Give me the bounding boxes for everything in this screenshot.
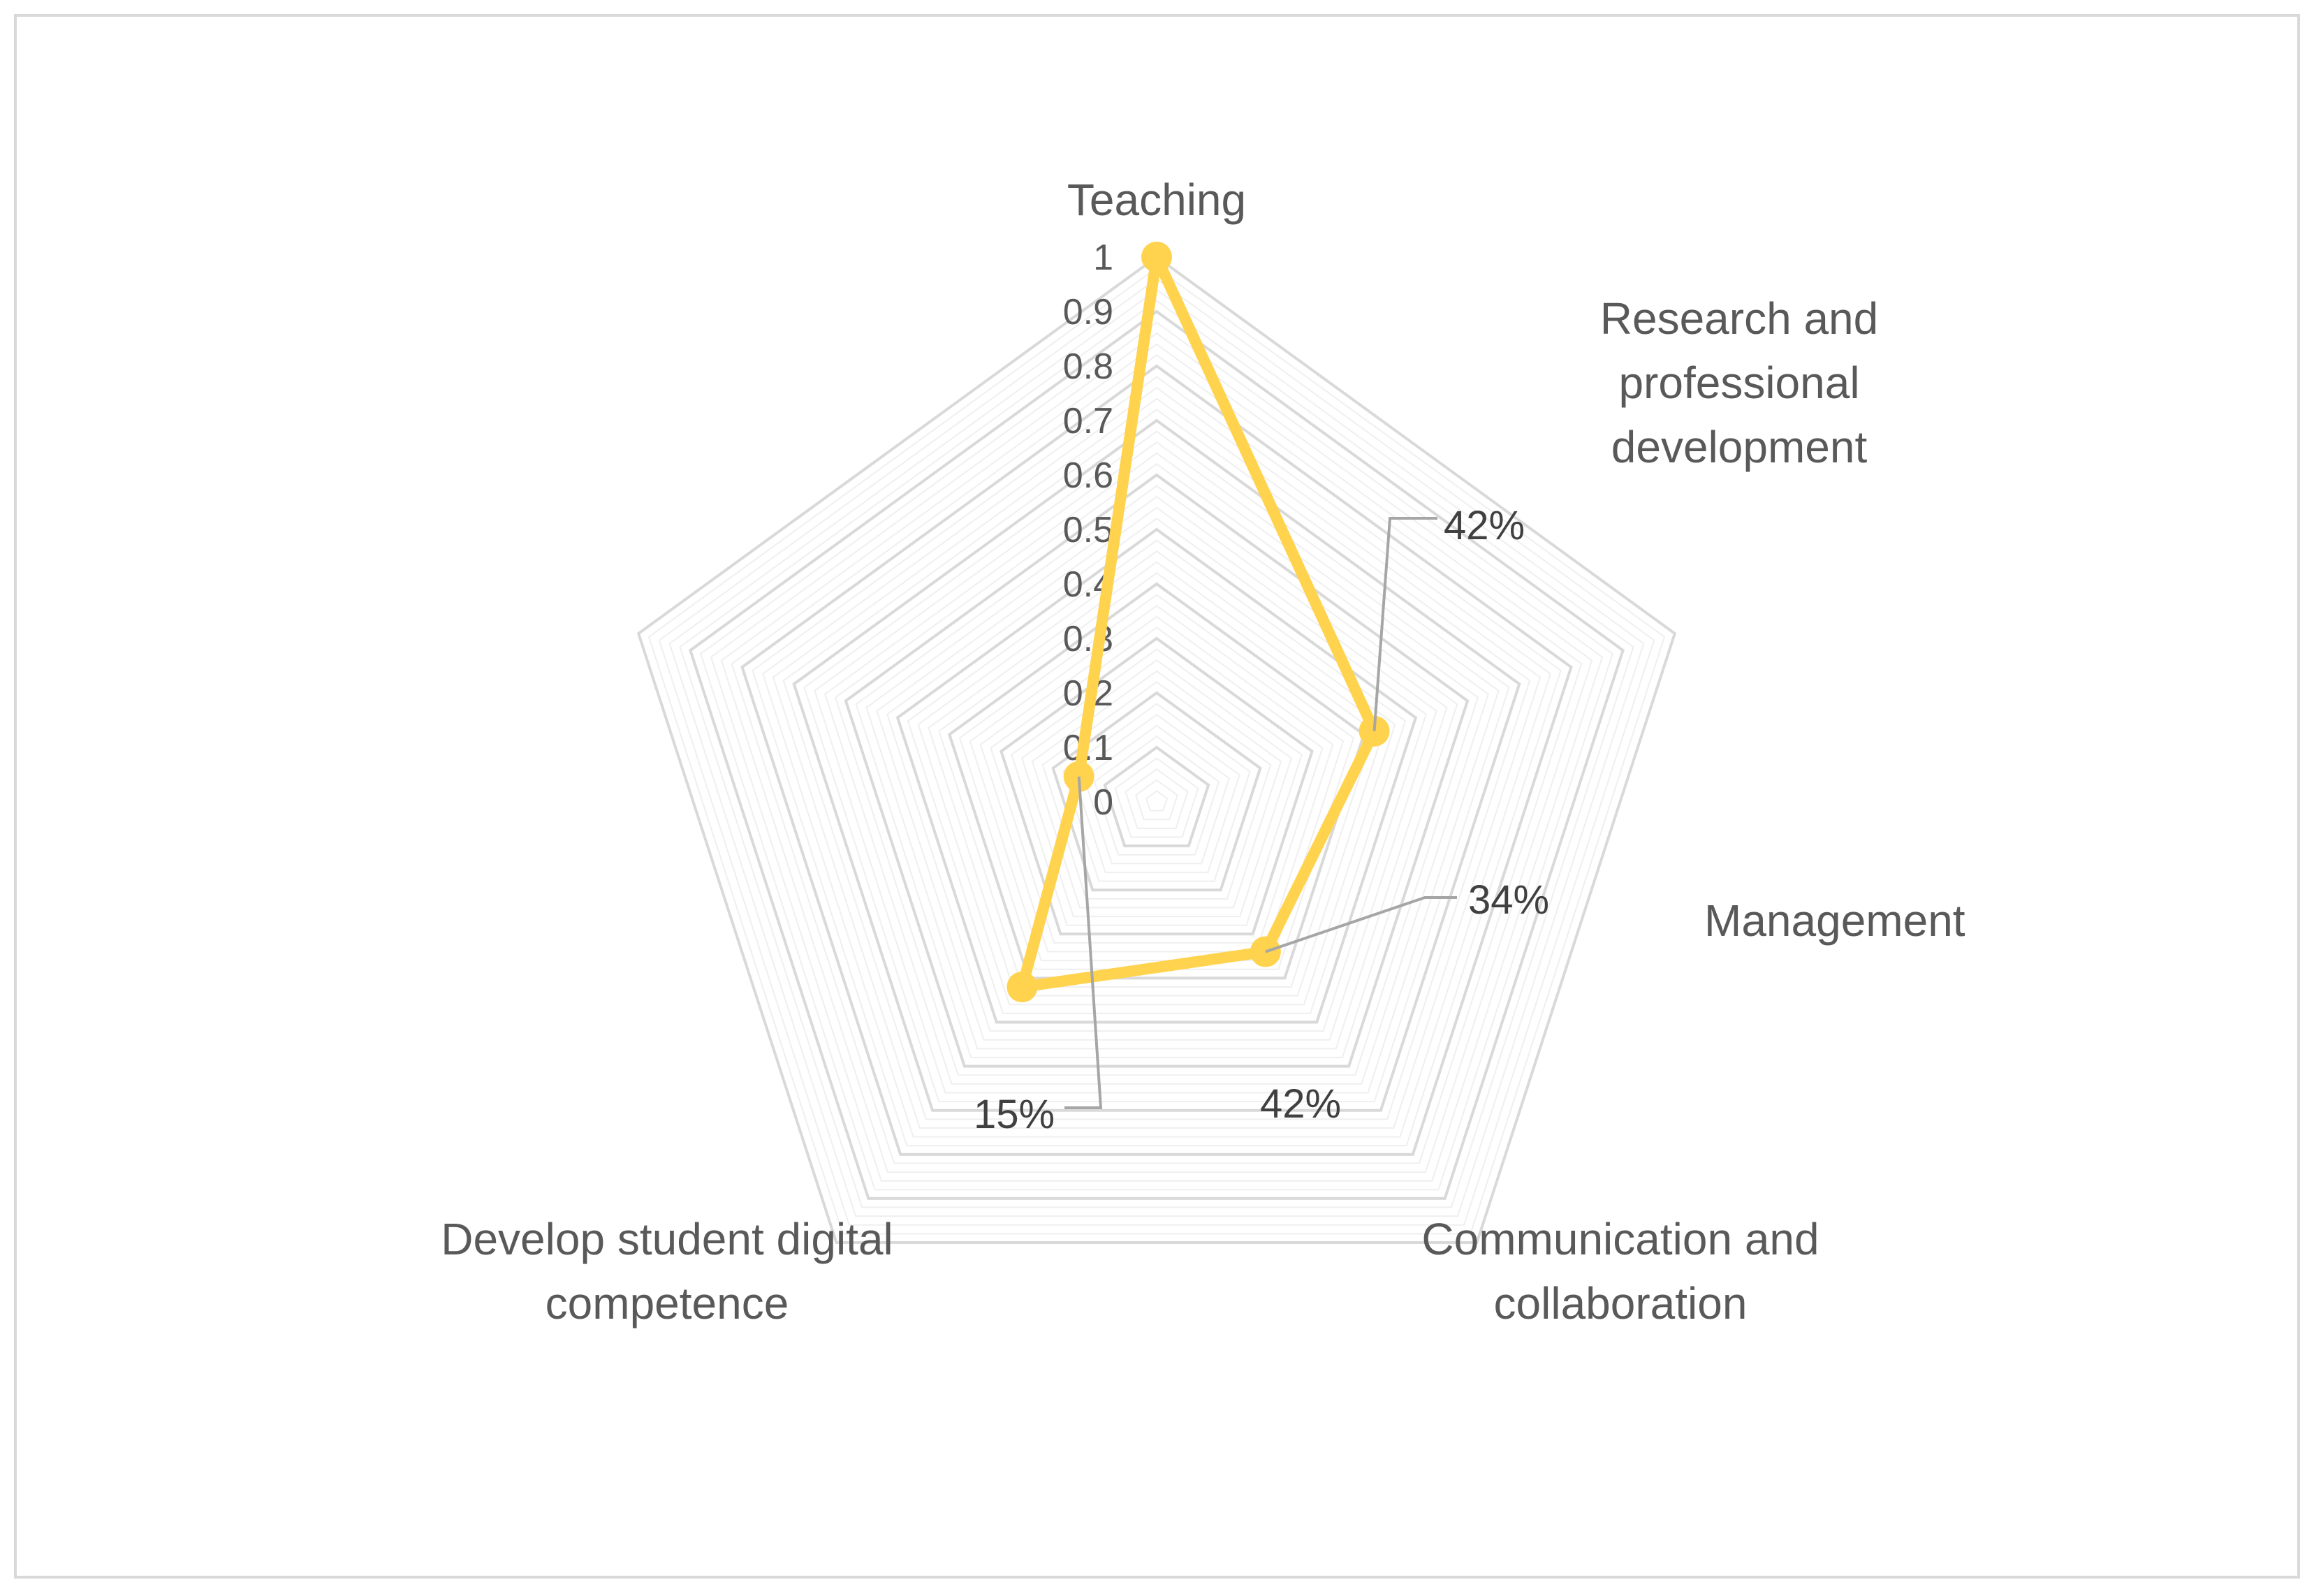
- grid-minor-ring: [1011, 648, 1303, 926]
- grid-minor-ring: [876, 506, 1437, 1041]
- grid-minor-ring: [752, 376, 1562, 1147]
- grid-minor-ring: [969, 604, 1345, 962]
- tick-label: 0.5: [1063, 510, 1113, 550]
- series-layer: [1006, 242, 1390, 1003]
- grid-major-ring: [792, 418, 1521, 1112]
- grid-major-ring: [689, 309, 1625, 1200]
- tick-label: 0.8: [1063, 346, 1113, 387]
- grid-major-ring: [999, 636, 1314, 936]
- leader-line: [1265, 896, 1457, 953]
- category-label: Communication and: [1421, 1214, 1819, 1264]
- grid-major-ring: [1103, 745, 1210, 848]
- grid-minor-ring: [938, 572, 1375, 988]
- leader-line: [1064, 776, 1103, 1109]
- data-label: 34%: [1468, 877, 1549, 923]
- grid-minor-ring: [1125, 768, 1189, 829]
- grid-minor-ring: [720, 343, 1593, 1173]
- grid-minor-ring: [803, 430, 1510, 1103]
- tick-label: 0.7: [1063, 401, 1113, 441]
- grid-major-ring: [947, 582, 1366, 980]
- data-point: [1141, 242, 1172, 272]
- data-label-layer: 42% 34% 42% 15%: [974, 503, 1549, 1137]
- series-line: [1016, 251, 1380, 993]
- category-label: development: [1611, 422, 1868, 472]
- grid-minor-ring: [990, 627, 1324, 944]
- grid-minor-ring: [834, 463, 1479, 1076]
- grid-minor-ring: [886, 518, 1427, 1032]
- category-label-layer: Teaching Research and professional developm…: [441, 175, 1965, 1328]
- grid-minor-ring: [814, 441, 1500, 1094]
- grid-major-ring: [895, 527, 1418, 1024]
- grid-minor-ring: [668, 288, 1645, 1217]
- grid-minor-ring: [907, 539, 1407, 1014]
- grid-minor-ring: [762, 386, 1551, 1138]
- category-label: Research and: [1600, 293, 1878, 344]
- grid-minor-ring: [865, 495, 1448, 1050]
- data-label: 15%: [974, 1092, 1055, 1137]
- tick-label: 0.6: [1063, 455, 1113, 496]
- grid-major-ring: [844, 473, 1470, 1068]
- data-label: 42%: [1444, 503, 1525, 548]
- grid-minor-ring: [824, 452, 1489, 1085]
- grid-minor-ring: [1031, 670, 1282, 909]
- grid-minor-ring: [700, 321, 1613, 1191]
- grid-minor-ring: [647, 267, 1666, 1235]
- tick-label: 0: [1093, 782, 1113, 823]
- grid-minor-ring: [928, 561, 1386, 997]
- grid-minor-ring: [1145, 790, 1169, 812]
- tick-label: 1: [1093, 237, 1113, 278]
- tick-label: 0.9: [1063, 292, 1113, 332]
- grid-major-ring: [1051, 691, 1262, 892]
- data-point: [1006, 972, 1038, 1003]
- grid-minor-ring: [979, 615, 1334, 953]
- grid-minor-ring: [1041, 681, 1272, 900]
- grid-minor-ring: [710, 332, 1604, 1182]
- grid-major-ring: [636, 255, 1677, 1245]
- grid-minor-ring: [731, 354, 1583, 1164]
- grid-minor-ring: [1114, 757, 1199, 838]
- grid-minor-ring: [1020, 659, 1293, 918]
- grid-major-ring: [740, 364, 1573, 1156]
- category-label: competence: [545, 1278, 789, 1328]
- category-label: Teaching: [1067, 175, 1246, 225]
- data-label: 42%: [1260, 1081, 1341, 1127]
- grid-minor-ring: [772, 397, 1542, 1129]
- grid-minor-ring: [1135, 779, 1178, 821]
- grid-minor-ring: [1083, 724, 1231, 865]
- grid-minor-ring: [658, 277, 1655, 1226]
- grid-minor-ring: [1093, 735, 1220, 856]
- grid-minor-ring: [679, 300, 1634, 1208]
- category-label: collaboration: [1494, 1278, 1748, 1328]
- category-label: Management: [1704, 895, 1965, 946]
- grid-minor-ring: [855, 485, 1458, 1058]
- leader-line: [1372, 517, 1437, 731]
- category-label: professional: [1618, 358, 1859, 408]
- category-label: Develop student digital: [441, 1214, 893, 1264]
- grid-minor-ring: [782, 409, 1531, 1120]
- tick-label-layer: 00.10.20.30.40.50.60.70.80.91: [1063, 237, 1113, 823]
